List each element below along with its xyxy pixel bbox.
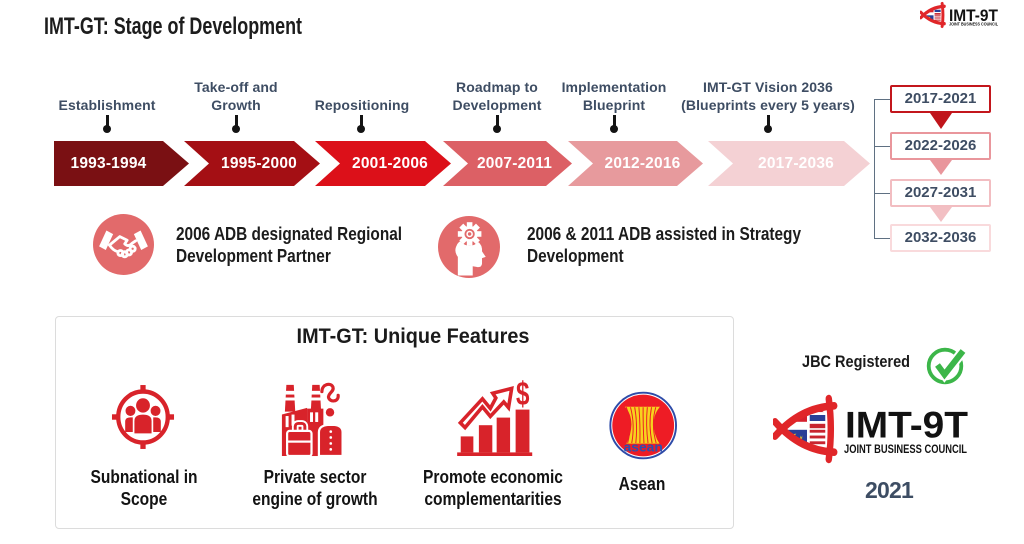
svg-text:IMT-9T: IMT-9T: [949, 6, 999, 25]
svg-text:IMT-9T: IMT-9T: [845, 405, 968, 446]
svg-text:$: $: [516, 378, 530, 413]
svg-text:asean: asean: [623, 439, 662, 454]
svg-text:JOINT BUSINESS COUNCIL: JOINT BUSINESS COUNCIL: [844, 442, 967, 456]
svg-text:JOINT BUSINESS COUNCIL: JOINT BUSINESS COUNCIL: [949, 22, 998, 27]
